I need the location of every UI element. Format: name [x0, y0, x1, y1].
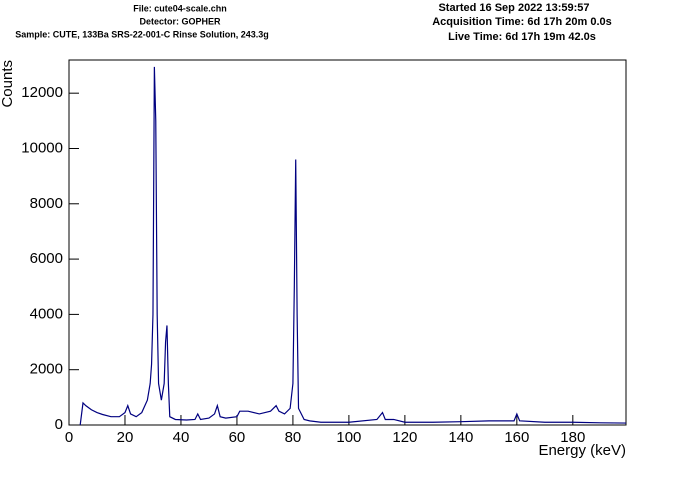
header-sample: Sample: CUTE, 133Ba SRS-22-001-C Rinse S… — [15, 29, 269, 39]
y-tick-label: 6000 — [30, 250, 63, 267]
plot-frame — [68, 59, 627, 426]
y-tick-label: 8000 — [30, 195, 63, 212]
x-axis-label: Energy (keV) — [538, 442, 626, 459]
y-tick-label: 4000 — [30, 305, 63, 322]
x-tick-label: 100 — [336, 429, 361, 446]
x-tick-label: 160 — [504, 429, 529, 446]
x-tick-label: 0 — [65, 429, 73, 446]
y-axis-label: Counts — [0, 60, 16, 108]
header-detector: Detector: GOPHER — [139, 16, 221, 26]
x-tick-label: 60 — [229, 429, 246, 446]
x-tick-label: 180 — [560, 429, 585, 446]
header-acq: Acquisition Time: 6d 17h 20m 0.0s — [432, 16, 612, 28]
x-tick-label: 80 — [285, 429, 302, 446]
y-tick-label: 0 — [55, 416, 63, 433]
x-tick-label: 120 — [392, 429, 417, 446]
header-live: Live Time: 6d 17h 19m 42.0s — [448, 31, 596, 43]
x-tick-label: 20 — [117, 429, 134, 446]
header-started: Started 16 Sep 2022 13:59:57 — [438, 2, 589, 14]
y-tick-label: 12000 — [21, 84, 63, 101]
x-tick-label: 40 — [173, 429, 190, 446]
y-tick-label: 2000 — [30, 361, 63, 378]
header-file: File: cute04-scale.chn — [133, 3, 227, 13]
spectrum-line — [79, 66, 627, 426]
y-tick-label: 10000 — [21, 139, 63, 156]
x-tick-label: 140 — [448, 429, 473, 446]
